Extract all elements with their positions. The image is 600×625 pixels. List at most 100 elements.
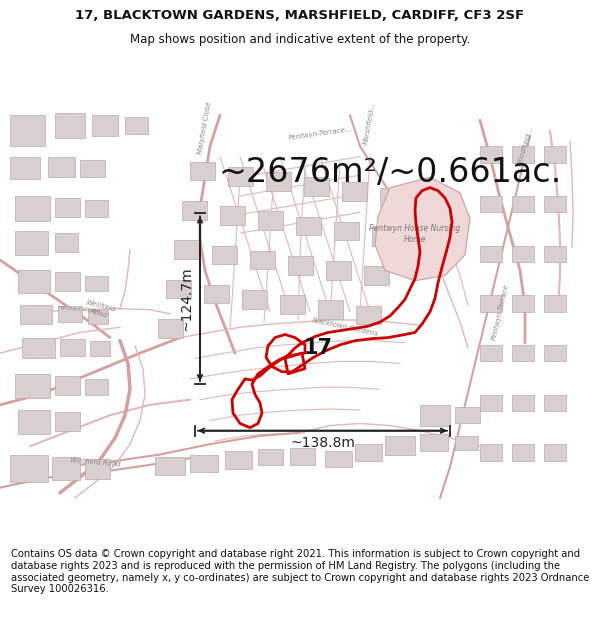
Polygon shape [190, 454, 218, 472]
Polygon shape [296, 217, 321, 235]
Text: 17: 17 [304, 338, 332, 358]
Polygon shape [375, 177, 470, 281]
Polygon shape [385, 436, 415, 454]
Polygon shape [512, 394, 534, 411]
Polygon shape [158, 319, 183, 338]
Polygon shape [290, 448, 315, 465]
Polygon shape [544, 295, 566, 312]
Polygon shape [512, 146, 534, 162]
Text: Pentwyn House Nursing
Home: Pentwyn House Nursing Home [370, 224, 461, 244]
Polygon shape [544, 146, 566, 162]
Polygon shape [480, 394, 502, 411]
Polygon shape [22, 338, 55, 358]
Polygon shape [166, 279, 191, 298]
Polygon shape [266, 172, 291, 191]
Polygon shape [18, 410, 50, 434]
Polygon shape [55, 113, 85, 138]
Polygon shape [250, 251, 275, 269]
Polygon shape [544, 444, 566, 461]
Polygon shape [258, 211, 283, 230]
Polygon shape [544, 394, 566, 411]
Text: Marshfield...: Marshfield... [363, 102, 377, 145]
Polygon shape [512, 345, 534, 361]
Text: Pentwyn-Terrace...: Pentwyn-Terrace... [287, 126, 352, 141]
Text: Map shows position and indicative extent of the property.: Map shows position and indicative extent… [130, 33, 470, 46]
Text: Woodfield...: Woodfield... [515, 126, 535, 167]
Polygon shape [512, 246, 534, 262]
Polygon shape [342, 182, 367, 201]
Polygon shape [512, 444, 534, 461]
Polygon shape [288, 256, 313, 274]
Polygon shape [15, 196, 50, 221]
Polygon shape [204, 285, 229, 304]
Polygon shape [55, 412, 80, 431]
Polygon shape [90, 341, 110, 356]
Polygon shape [304, 177, 329, 196]
Polygon shape [190, 162, 215, 181]
Polygon shape [420, 434, 448, 451]
Polygon shape [182, 201, 207, 219]
Polygon shape [334, 222, 359, 241]
Polygon shape [355, 444, 382, 461]
Polygon shape [55, 272, 80, 291]
Polygon shape [280, 295, 305, 314]
Polygon shape [85, 276, 108, 291]
Polygon shape [455, 407, 480, 424]
Text: Contains OS data © Crown copyright and database right 2021. This information is : Contains OS data © Crown copyright and d… [11, 549, 589, 594]
Polygon shape [225, 451, 252, 469]
Polygon shape [85, 459, 110, 479]
Polygon shape [380, 188, 405, 206]
Polygon shape [88, 309, 108, 324]
Polygon shape [455, 436, 478, 451]
Text: ~2676m²/~0.661ac.: ~2676m²/~0.661ac. [218, 156, 562, 189]
Text: Herbert.Close: Herbert.Close [58, 305, 102, 314]
Polygon shape [10, 157, 40, 179]
Polygon shape [228, 167, 253, 186]
Polygon shape [480, 345, 502, 361]
Polygon shape [212, 246, 237, 264]
Polygon shape [242, 290, 267, 309]
Text: 17, BLACKTOWN GARDENS, MARSHFIELD, CARDIFF, CF3 2SF: 17, BLACKTOWN GARDENS, MARSHFIELD, CARDI… [76, 9, 524, 22]
Polygon shape [85, 200, 108, 217]
Polygon shape [480, 295, 502, 312]
Polygon shape [58, 306, 82, 322]
Polygon shape [480, 246, 502, 262]
Polygon shape [20, 304, 52, 324]
Polygon shape [80, 159, 105, 177]
Polygon shape [10, 115, 45, 146]
Polygon shape [55, 233, 78, 252]
Polygon shape [174, 241, 199, 259]
Text: ~124.7m: ~124.7m [179, 266, 193, 331]
Polygon shape [544, 246, 566, 262]
Polygon shape [480, 444, 502, 461]
Polygon shape [544, 196, 566, 212]
Text: Pentwyn-Terrace: Pentwyn-Terrace [491, 283, 509, 341]
Polygon shape [420, 405, 450, 426]
Text: Blacktown.Gardens: Blacktown.Gardens [311, 318, 379, 338]
Polygon shape [60, 339, 85, 356]
Text: ~138.8m: ~138.8m [290, 436, 355, 450]
Polygon shape [15, 374, 50, 398]
Polygon shape [10, 454, 48, 482]
Polygon shape [480, 146, 502, 162]
Polygon shape [364, 266, 389, 285]
Polygon shape [512, 196, 534, 212]
Polygon shape [326, 261, 351, 279]
Polygon shape [85, 379, 108, 394]
Polygon shape [125, 118, 148, 134]
Polygon shape [318, 301, 343, 319]
Text: Wellfield
Road: Wellfield Road [83, 299, 116, 320]
Text: Maryfield Close: Maryfield Close [197, 101, 212, 154]
Polygon shape [155, 457, 185, 475]
Polygon shape [258, 449, 283, 465]
Text: Wellfield Road: Wellfield Road [70, 456, 121, 467]
Polygon shape [480, 196, 502, 212]
Polygon shape [48, 157, 75, 177]
Polygon shape [512, 295, 534, 312]
Polygon shape [18, 271, 50, 293]
Polygon shape [220, 206, 245, 225]
Polygon shape [55, 198, 80, 217]
Polygon shape [356, 306, 381, 324]
Polygon shape [92, 115, 118, 136]
Polygon shape [55, 376, 80, 394]
